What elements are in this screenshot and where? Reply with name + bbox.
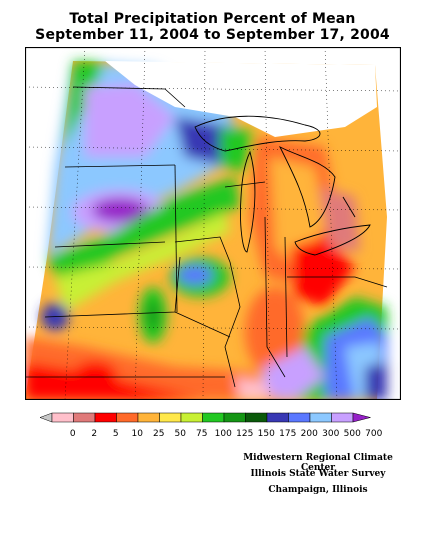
legend-swatch: [331, 412, 354, 423]
legend-swatch: [202, 412, 225, 423]
legend-label: 700: [365, 429, 382, 439]
legend-arrow-low: [40, 412, 53, 423]
legend-swatch: [137, 412, 160, 423]
legend-label: 10: [132, 429, 144, 439]
legend-swatch: [94, 412, 117, 423]
legend-label: 125: [236, 429, 253, 439]
credit-line1: Midwestern Regional Climate Center: [243, 453, 393, 473]
map-title-date-range: September 11, 2004 to September 17, 2004: [35, 27, 390, 43]
color-legend: 0 2 5 10 25 50 75 100 125 150 175 200 300 500 700: [40, 412, 383, 439]
credit-line2: Illinois State Water Survey: [250, 469, 386, 479]
legend-label: 5: [113, 429, 119, 439]
state-boundaries: [25, 86, 388, 388]
legend-swatch: [309, 412, 332, 423]
precipitation-map: [25, 47, 401, 400]
credit-line3: Champaign, Illinois: [268, 485, 368, 495]
graticule: [25, 47, 401, 400]
legend-label: 0: [70, 429, 76, 439]
legend-label: 100: [215, 429, 232, 439]
legend-label: 75: [196, 429, 207, 439]
map-title-line1: Total Precipitation Percent of Mean: [69, 11, 356, 27]
legend-label: 150: [258, 429, 275, 439]
legend-swatch: [116, 412, 139, 423]
great-lakes: [194, 115, 371, 256]
legend-swatch: [223, 412, 246, 423]
legend-swatch: [159, 412, 182, 423]
legend-label: 500: [344, 429, 361, 439]
legend-arrow-high: [352, 412, 371, 423]
legend-bar: [40, 412, 371, 423]
legend-label: 25: [153, 429, 164, 439]
legend-label: 300: [322, 429, 339, 439]
legend-swatch: [245, 412, 268, 423]
legend-swatch: [266, 412, 289, 423]
legend-labels: 0 2 5 10 25 50 75 100 125 150 175 200 300 500 700: [70, 429, 383, 439]
legend-swatch: [73, 412, 96, 423]
legend-label: 175: [279, 429, 296, 439]
legend-label: 200: [301, 429, 318, 439]
legend-swatch: [180, 412, 203, 423]
legend-swatch: [288, 412, 311, 423]
legend-label: 2: [91, 429, 97, 439]
legend-label: 50: [175, 429, 187, 439]
legend-swatch: [51, 412, 74, 423]
